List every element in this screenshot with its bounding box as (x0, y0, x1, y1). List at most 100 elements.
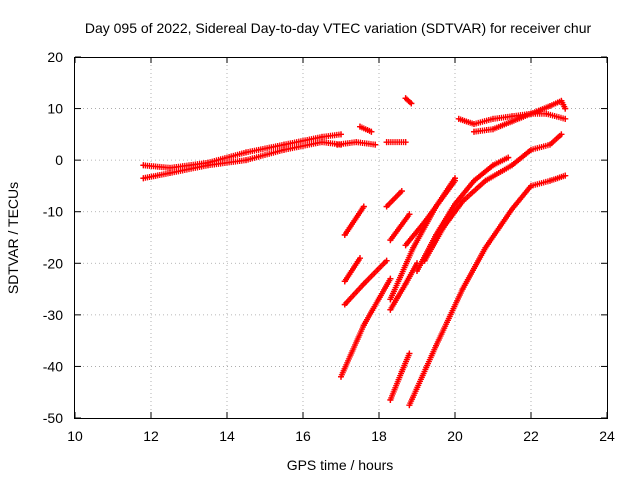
series-marks (387, 350, 413, 403)
series-marks (341, 257, 390, 308)
data-point (398, 368, 405, 375)
data-point (482, 244, 489, 251)
data-point (421, 257, 428, 264)
data-point (398, 188, 405, 195)
data-point (452, 200, 458, 207)
series-trace-a (140, 131, 344, 171)
data-point (406, 350, 413, 357)
x-tick-label: 22 (523, 428, 539, 444)
y-tick-label: -50 (43, 410, 63, 426)
plot-frame (74, 57, 608, 419)
data-point (452, 177, 458, 184)
data-point (558, 131, 565, 138)
data-point (562, 105, 569, 112)
data-point (281, 146, 287, 153)
data-point (509, 113, 515, 120)
data-point (455, 115, 462, 122)
series-trace-f (402, 95, 415, 107)
data-point (562, 172, 569, 179)
data-point (281, 141, 287, 148)
series-trace-b (140, 139, 344, 182)
grid-layer (75, 57, 607, 418)
data-point (414, 268, 420, 275)
data-point (547, 141, 553, 148)
y-tick-label: -30 (43, 307, 63, 323)
data-point (490, 162, 496, 169)
series-trace-j (338, 275, 394, 380)
data-point (509, 206, 515, 213)
x-tick-label: 20 (447, 428, 463, 444)
series-trace-h (341, 255, 363, 285)
data-point (528, 182, 534, 189)
data-point (547, 177, 553, 184)
data-point (433, 342, 439, 349)
data-point (341, 278, 348, 285)
x-tick-label: 12 (143, 428, 159, 444)
data-point (338, 131, 344, 138)
data-point (558, 97, 565, 104)
data-point (243, 149, 249, 156)
series-marks (341, 203, 367, 238)
series-trace-i (341, 257, 390, 308)
series-trace-l (387, 211, 413, 244)
chart-title: Day 095 of 2022, Sidereal Day-to-day VTE… (85, 20, 592, 36)
data-point (406, 211, 413, 218)
series-trace-k (383, 188, 405, 210)
x-tick-label: 18 (371, 428, 387, 444)
data-point (402, 95, 409, 102)
data-point (410, 244, 417, 251)
data-point (528, 146, 534, 153)
data-point (387, 296, 394, 303)
y-tick-label: -10 (43, 204, 63, 220)
data-point (140, 175, 147, 182)
data-point (528, 110, 534, 117)
series-trace-s (406, 172, 569, 409)
data-point (387, 396, 394, 403)
data-point (543, 110, 550, 117)
data-point (319, 139, 325, 146)
series-marks (402, 95, 415, 107)
data-point (334, 141, 341, 148)
data-point (205, 162, 211, 169)
data-point (509, 162, 515, 169)
data-point (357, 255, 363, 262)
x-tick-label: 16 (295, 428, 311, 444)
data-point (440, 224, 447, 231)
data-point (360, 203, 367, 210)
y-axis-label: SDTVAR / TECUs (5, 182, 21, 294)
series-trace-c (334, 139, 379, 148)
data-point (353, 139, 360, 146)
series-trace-r (387, 350, 413, 403)
data-point (387, 237, 394, 244)
data-point (471, 177, 477, 184)
x-tick-label: 24 (599, 428, 615, 444)
x-axis-label: GPS time / hours (287, 457, 394, 473)
series-trace-n (387, 260, 420, 313)
data-point (547, 102, 553, 109)
data-point (459, 198, 466, 205)
data-point (338, 373, 344, 380)
x-tick-label: 14 (219, 428, 235, 444)
data-point (167, 164, 173, 171)
data-point (368, 128, 375, 135)
data-point (505, 154, 512, 161)
series-trace-g (341, 203, 367, 238)
data-point (402, 242, 409, 249)
series-trace-e (383, 139, 409, 146)
data-point (387, 275, 394, 282)
series-trace-d (357, 123, 375, 135)
data-point (383, 257, 390, 264)
data-point (471, 128, 477, 135)
data-point (341, 231, 348, 238)
data-point (387, 306, 394, 313)
data-point (383, 203, 390, 210)
data-point (319, 133, 325, 140)
series-trace-q (421, 131, 565, 264)
data-point (243, 157, 249, 164)
data-point (421, 219, 428, 226)
series-marks (406, 172, 569, 409)
data-point (140, 162, 147, 169)
data-point (357, 123, 363, 130)
data-point (341, 301, 348, 308)
